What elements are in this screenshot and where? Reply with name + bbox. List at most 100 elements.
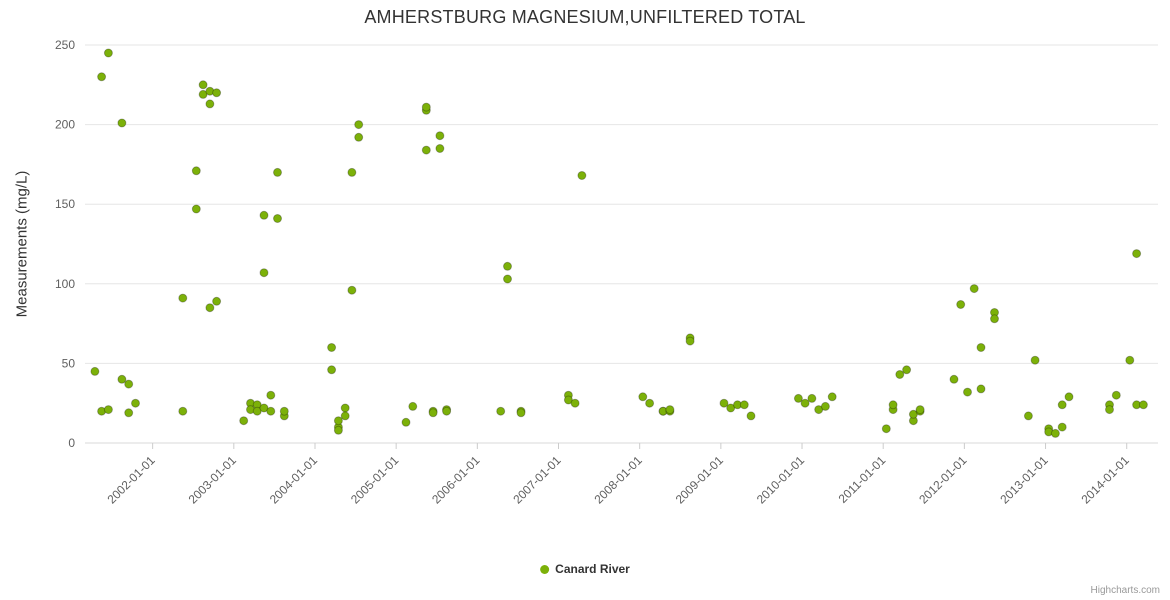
data-point[interactable]	[1138, 400, 1148, 410]
x-axis-tick-label: 2009-01-01	[673, 453, 727, 507]
data-point[interactable]	[212, 296, 222, 306]
data-point[interactable]	[124, 408, 134, 418]
data-point[interactable]	[1125, 355, 1135, 365]
legend-item-canard-river[interactable]: Canard River	[540, 562, 630, 576]
data-point[interactable]	[354, 120, 364, 130]
data-point[interactable]	[665, 405, 675, 415]
data-point[interactable]	[421, 102, 431, 112]
data-point[interactable]	[279, 406, 289, 416]
data-point[interactable]	[496, 406, 506, 416]
data-point[interactable]	[1111, 390, 1121, 400]
data-point[interactable]	[273, 214, 282, 223]
data-point[interactable]	[1132, 249, 1142, 259]
x-axis-tick-label: 2002-01-01	[104, 453, 158, 507]
data-point[interactable]	[266, 406, 276, 416]
data-point[interactable]	[117, 118, 127, 128]
data-point[interactable]	[814, 405, 824, 415]
data-point[interactable]	[340, 411, 350, 421]
data-point[interactable]	[428, 408, 438, 418]
data-point[interactable]	[888, 400, 898, 410]
data-point[interactable]	[746, 411, 756, 421]
data-point[interactable]	[963, 387, 972, 397]
data-point[interactable]	[401, 417, 411, 427]
data-point[interactable]	[563, 395, 573, 405]
data-point[interactable]	[1030, 355, 1040, 365]
data-point[interactable]	[239, 416, 249, 426]
data-point[interactable]	[800, 398, 810, 408]
data-point[interactable]	[191, 204, 201, 214]
data-point[interactable]	[273, 167, 282, 177]
data-point[interactable]	[435, 131, 445, 141]
data-point[interactable]	[333, 416, 343, 426]
data-point[interactable]	[990, 314, 999, 324]
data-point[interactable]	[969, 284, 979, 294]
data-point[interactable]	[266, 390, 276, 400]
data-point[interactable]	[191, 166, 201, 176]
data-point[interactable]	[719, 398, 729, 408]
data-point[interactable]	[1023, 411, 1033, 421]
data-point[interactable]	[347, 285, 357, 295]
data-point[interactable]	[915, 405, 925, 415]
data-point[interactable]	[881, 424, 891, 434]
data-point[interactable]	[327, 365, 337, 375]
data-point[interactable]	[178, 293, 188, 303]
data-point[interactable]	[327, 343, 337, 352]
data-point[interactable]	[212, 88, 222, 98]
data-point[interactable]	[442, 406, 452, 416]
data-point[interactable]	[259, 403, 269, 413]
data-point[interactable]	[131, 398, 140, 408]
data-point[interactable]	[516, 408, 526, 418]
data-point[interactable]	[902, 365, 912, 375]
data-point[interactable]	[90, 366, 100, 376]
data-point[interactable]	[956, 300, 966, 309]
data-point[interactable]	[198, 80, 208, 90]
data-point[interactable]	[726, 403, 736, 413]
data-point[interactable]	[205, 303, 215, 313]
data-point[interactable]	[570, 398, 580, 408]
data-point[interactable]	[685, 336, 695, 346]
data-point[interactable]	[259, 268, 269, 278]
data-point[interactable]	[340, 403, 350, 413]
data-point[interactable]	[117, 374, 127, 384]
data-point[interactable]	[103, 405, 113, 415]
data-point[interactable]	[976, 343, 986, 352]
data-point[interactable]	[577, 171, 587, 180]
data-point[interactable]	[503, 261, 512, 271]
data-point[interactable]	[793, 393, 803, 403]
data-point[interactable]	[259, 210, 269, 220]
data-point[interactable]	[908, 409, 918, 419]
data-point[interactable]	[421, 145, 431, 155]
x-axis-tick-label: 2014-01-01	[1079, 453, 1133, 507]
data-point[interactable]	[333, 425, 343, 435]
data-point[interactable]	[103, 48, 113, 58]
data-point[interactable]	[1050, 428, 1060, 438]
data-point[interactable]	[645, 398, 655, 408]
data-point[interactable]	[807, 393, 817, 403]
data-point[interactable]	[124, 379, 134, 389]
data-point[interactable]	[503, 274, 512, 284]
data-point[interactable]	[820, 401, 830, 411]
data-point[interactable]	[347, 167, 357, 177]
data-point[interactable]	[976, 384, 986, 394]
data-point[interactable]	[205, 99, 215, 109]
data-point[interactable]	[638, 392, 648, 402]
data-point[interactable]	[1057, 422, 1067, 432]
data-point[interactable]	[97, 72, 107, 82]
data-point[interactable]	[1057, 400, 1067, 410]
data-point[interactable]	[1105, 405, 1114, 415]
legend-marker-icon	[540, 564, 550, 574]
data-point[interactable]	[949, 374, 959, 384]
data-point[interactable]	[827, 392, 837, 402]
y-axis-tick-label: 50	[62, 356, 76, 370]
highcharts-credits-link[interactable]: Highcharts.com	[1090, 585, 1160, 596]
data-point[interactable]	[435, 144, 445, 153]
data-point[interactable]	[408, 401, 418, 411]
data-point[interactable]	[1064, 392, 1074, 402]
data-point[interactable]	[178, 406, 188, 416]
data-point[interactable]	[252, 406, 262, 416]
data-point[interactable]	[198, 89, 208, 99]
data-point[interactable]	[739, 400, 749, 410]
data-point[interactable]	[895, 370, 905, 379]
data-point[interactable]	[354, 132, 364, 142]
